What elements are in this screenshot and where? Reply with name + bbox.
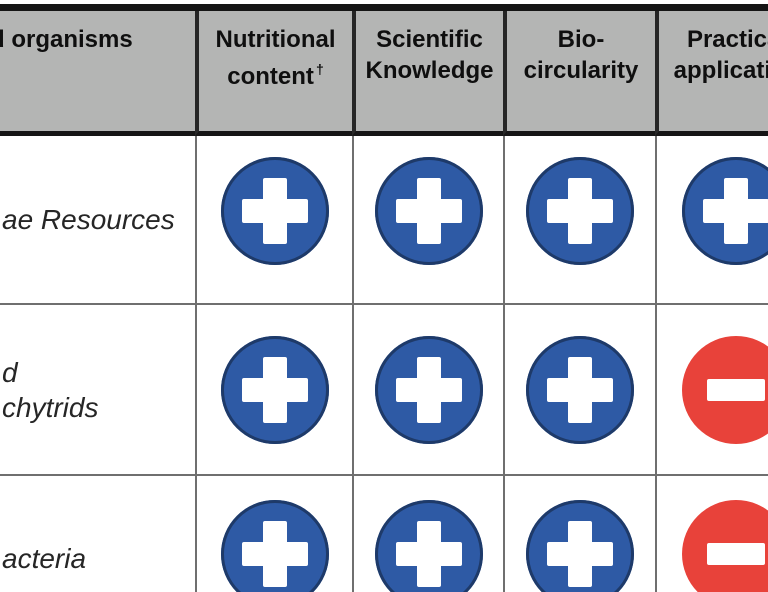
- column-header-organisms: d organisms: [0, 0, 195, 136]
- column-header-scientific-knowledge: Scientific Knowledge: [352, 0, 503, 136]
- row-label-line: chytrids: [2, 391, 99, 423]
- row-label-line: ae Resources: [2, 204, 175, 235]
- column-header-line1: Scientific: [376, 26, 483, 53]
- column-header-line1: Bio-: [557, 26, 605, 53]
- table-cell: [503, 474, 655, 592]
- row-label-acteria: acteria: [0, 474, 195, 592]
- table-cell: [352, 303, 503, 474]
- dagger-footnote-marker: †: [315, 61, 324, 77]
- table-cell: [655, 474, 768, 592]
- plus-circle-icon: [374, 156, 483, 265]
- plus-circle-icon: [220, 499, 329, 592]
- row-label-ae-resources: ae Resources: [0, 136, 195, 303]
- table-top-rule: [0, 4, 768, 11]
- table-cell: [503, 303, 655, 474]
- minus-circle-icon: [682, 335, 768, 444]
- plus-circle-icon: [526, 156, 634, 265]
- column-header-line2: content †: [227, 61, 324, 90]
- table-cell: [352, 136, 503, 303]
- plus-circle-icon: [374, 335, 483, 444]
- column-header-label: d organisms: [0, 26, 133, 53]
- plus-circle-icon: [526, 499, 634, 592]
- plus-circle-icon: [682, 156, 768, 265]
- table-cell: [195, 136, 352, 303]
- column-header-line2: application: [673, 57, 768, 84]
- column-header-line2: Knowledge: [365, 57, 494, 84]
- column-header-line1: Practical: [686, 26, 768, 53]
- table-cell: [655, 303, 768, 474]
- top-margin-strip: [0, 0, 768, 4]
- column-header-line1: Nutritional: [215, 26, 336, 53]
- plus-circle-icon: [526, 335, 634, 444]
- column-header-line2: circularity: [523, 57, 639, 84]
- plus-circle-icon: [374, 499, 483, 592]
- column-header-bio-circularity: Bio- circularity: [503, 0, 655, 136]
- row-label-chytrids: d chytrids: [0, 303, 195, 474]
- minus-circle-icon: [682, 499, 768, 592]
- column-header-practical-application: Practical application: [655, 0, 768, 136]
- plus-circle-icon: [220, 156, 329, 265]
- plus-circle-icon: [220, 335, 329, 444]
- row-label-line: d: [2, 356, 18, 388]
- table-cell: [352, 474, 503, 592]
- table-cell: [195, 303, 352, 474]
- table-cell: [195, 474, 352, 592]
- column-header-nutritional-content: Nutritional content †: [195, 0, 352, 136]
- table-cell: [503, 136, 655, 303]
- table-cell: [655, 136, 768, 303]
- row-label-line: acteria: [2, 543, 87, 574]
